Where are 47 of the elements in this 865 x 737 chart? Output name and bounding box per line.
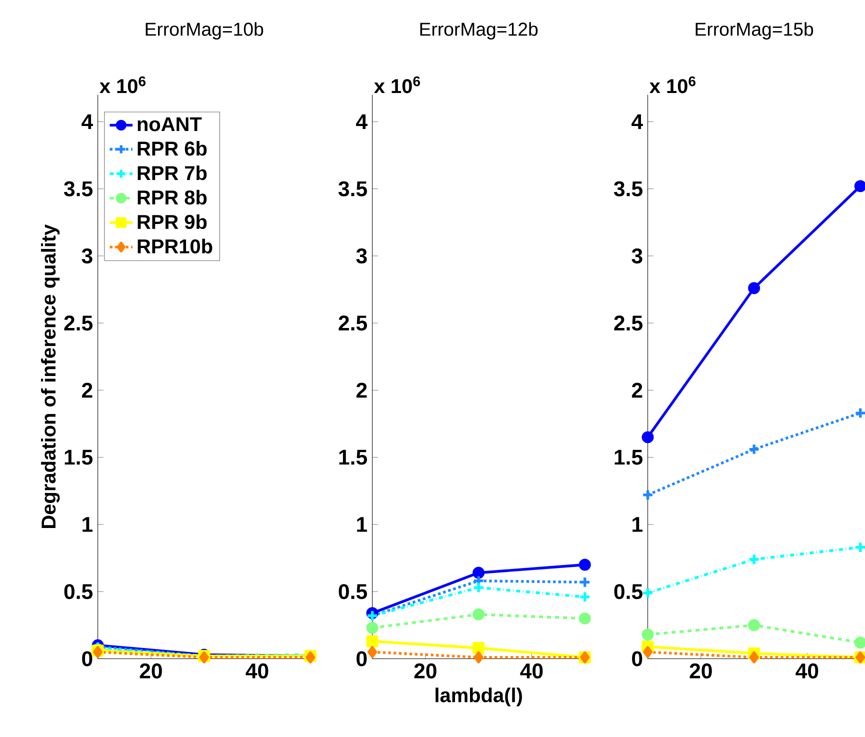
x-tick-label: 20 [690,664,712,679]
legend-label: RPR10b [138,239,212,254]
chart-title: ErrorMag=10b [146,22,264,40]
legend-label: noANT [138,118,202,132]
x-tick-label: 40 [796,664,818,679]
y-tick-label: 1.5 [339,450,367,465]
y-tick-label: 2 [632,382,642,398]
text: x 10$^{6}$ [100,76,146,94]
y-tick-label: 1 [82,517,93,532]
y-tick-label: 4 [82,114,93,130]
y-tick-label: 3 [632,248,642,264]
y-tick-label: 0 [82,651,92,666]
legend-label: RPR 8b [138,190,207,205]
text: x 10$^{6}$ [374,76,420,94]
y-tick-label: 1.5 [614,450,642,465]
x-axis-title: lambda(l) [436,688,522,706]
y-tick-label: 1 [632,517,642,532]
y-axis-title: Degradation of inference quality [41,224,60,528]
y-tick-label: 0.5 [338,584,367,600]
y-tick-label: 0 [632,651,642,666]
y-tick-label: 2 [82,382,92,398]
y-tick-label: 2.5 [64,316,93,331]
y-tick-label: 4 [632,114,643,130]
y-tick-label: 2.5 [338,316,367,331]
legend-label: RPR 9b [138,214,207,230]
y-tick-label: 1.5 [64,450,93,465]
x-tick-label: 40 [520,664,543,679]
y-tick-label: 1 [357,517,367,532]
chart-title: ErrorMag=15b [696,22,814,40]
x-tick-label: 20 [414,664,436,679]
x-tick-label: 20 [140,664,162,679]
y-tick-label: 3.5 [64,181,93,197]
text: x 10$^{6}$ [650,76,696,94]
y-tick-label: 3.5 [338,181,367,197]
y-tick-label: 3 [82,248,92,264]
chart-title: ErrorMag=12b [420,22,538,40]
y-tick-label: 2 [356,382,367,398]
y-tick-label: 3 [356,248,367,264]
y-tick-label: 3.5 [614,181,642,197]
y-tick-label: 0 [356,651,367,666]
y-tick-label: 0.5 [614,584,642,600]
legend-label: RPR 6b [138,141,207,156]
x-tick-label: 40 [246,664,268,679]
legend-label: RPR 7b [138,166,207,180]
y-tick-label: 4 [356,114,368,130]
y-tick-label: 0.5 [64,584,93,600]
y-tick-label: 2.5 [614,316,642,331]
